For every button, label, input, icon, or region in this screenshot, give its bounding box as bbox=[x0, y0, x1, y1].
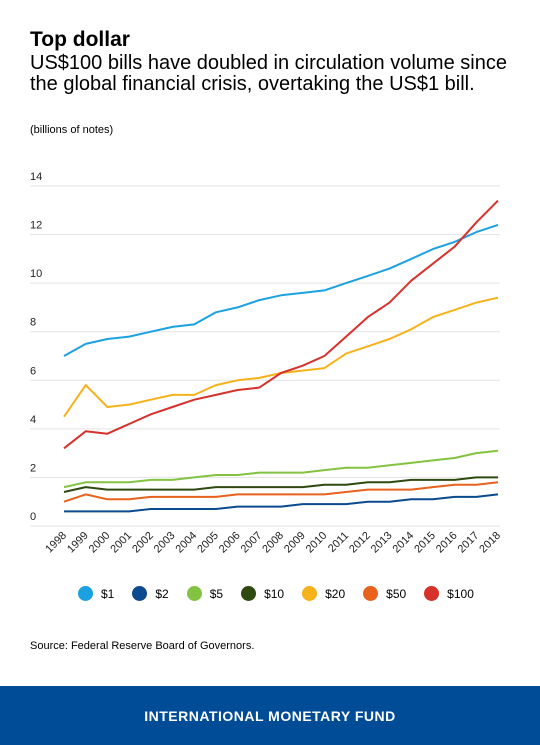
legend-label: $1 bbox=[101, 586, 115, 601]
x-tick-label: 2002 bbox=[130, 530, 156, 556]
x-tick-label: 2000 bbox=[87, 530, 113, 556]
series-line-usd10 bbox=[63, 476, 498, 493]
source-note: Source: Federal Reserve Board of Governo… bbox=[30, 640, 255, 652]
series-line-usd20 bbox=[63, 296, 499, 418]
legend-swatch bbox=[241, 586, 257, 601]
x-tick-label: 2001 bbox=[108, 530, 134, 556]
y-tick-label: 0 bbox=[30, 511, 36, 523]
y-tick-label: 2 bbox=[30, 462, 36, 474]
x-tick-label: 2011 bbox=[326, 530, 351, 555]
legend-swatch bbox=[363, 586, 379, 601]
x-tick-label: 1998 bbox=[43, 530, 69, 556]
series-line-usd50 bbox=[63, 481, 499, 503]
legend-item: $20 bbox=[302, 586, 345, 601]
footer-org-name: INTERNATIONAL MONETARY FUND bbox=[144, 707, 396, 724]
y-tick-label: 12 bbox=[30, 220, 42, 232]
x-tick-label: 2018 bbox=[477, 530, 503, 556]
legend-item: $50 bbox=[363, 586, 406, 601]
x-tick-label: 2015 bbox=[412, 530, 438, 556]
legend-swatch bbox=[132, 586, 148, 601]
x-tick-label: 2013 bbox=[369, 530, 395, 556]
chart-subtitle: US$100 bills have doubled in circulation… bbox=[30, 52, 507, 95]
legend-item: $1 bbox=[78, 586, 114, 601]
legend-label: $100 bbox=[447, 586, 474, 601]
series-line-usd100 bbox=[63, 199, 499, 450]
x-tick-label: 2007 bbox=[239, 530, 265, 556]
series-line-usd2 bbox=[64, 493, 499, 513]
series-line-usd5 bbox=[63, 449, 499, 489]
y-tick-label: 10 bbox=[30, 268, 42, 280]
x-tick-label: 2016 bbox=[434, 530, 460, 556]
legend: $1 $2 $5 $10 $20 $50 $100 bbox=[78, 586, 492, 601]
x-tick-label: 2005 bbox=[195, 530, 221, 556]
x-tick-label: 1999 bbox=[65, 530, 91, 556]
chart-title: Top dollar bbox=[30, 28, 130, 51]
legend-item: $2 bbox=[132, 586, 169, 601]
legend-swatch bbox=[424, 586, 440, 601]
legend-swatch bbox=[302, 586, 318, 601]
x-tick-label: 2012 bbox=[347, 530, 373, 556]
x-tick-label: 2008 bbox=[260, 530, 286, 556]
y-tick-label: 14 bbox=[30, 171, 42, 183]
y-tick-label: 8 bbox=[30, 317, 36, 329]
y-tick-label: 6 bbox=[30, 365, 36, 377]
x-tick-label: 2010 bbox=[304, 530, 330, 556]
x-tick-label: 2006 bbox=[217, 530, 243, 556]
x-tick-label: 2014 bbox=[391, 530, 417, 556]
x-tick-label: 2017 bbox=[456, 530, 482, 556]
y-tick-label: 4 bbox=[30, 414, 36, 426]
legend-swatch bbox=[78, 586, 93, 601]
legend-label: $50 bbox=[386, 586, 407, 601]
x-tick-label: 2009 bbox=[282, 530, 308, 556]
legend-label: $10 bbox=[264, 586, 285, 601]
legend-item: $100 bbox=[424, 586, 474, 601]
x-tick-label: 2004 bbox=[174, 530, 200, 556]
legend-label: $5 bbox=[209, 586, 224, 601]
legend-swatch bbox=[186, 586, 202, 601]
footer-banner: INTERNATIONAL MONETARY FUND bbox=[0, 686, 540, 745]
series-line-usd1 bbox=[63, 223, 499, 357]
x-tick-label: 2003 bbox=[152, 530, 178, 556]
line-chart: 0246810121419981999200020012002200320042… bbox=[30, 171, 503, 556]
unit-label: (billions of notes) bbox=[30, 124, 114, 136]
legend-label: $2 bbox=[155, 586, 169, 601]
legend-item: $10 bbox=[241, 586, 284, 601]
legend-item: $5 bbox=[186, 586, 224, 601]
legend-label: $20 bbox=[325, 586, 346, 601]
